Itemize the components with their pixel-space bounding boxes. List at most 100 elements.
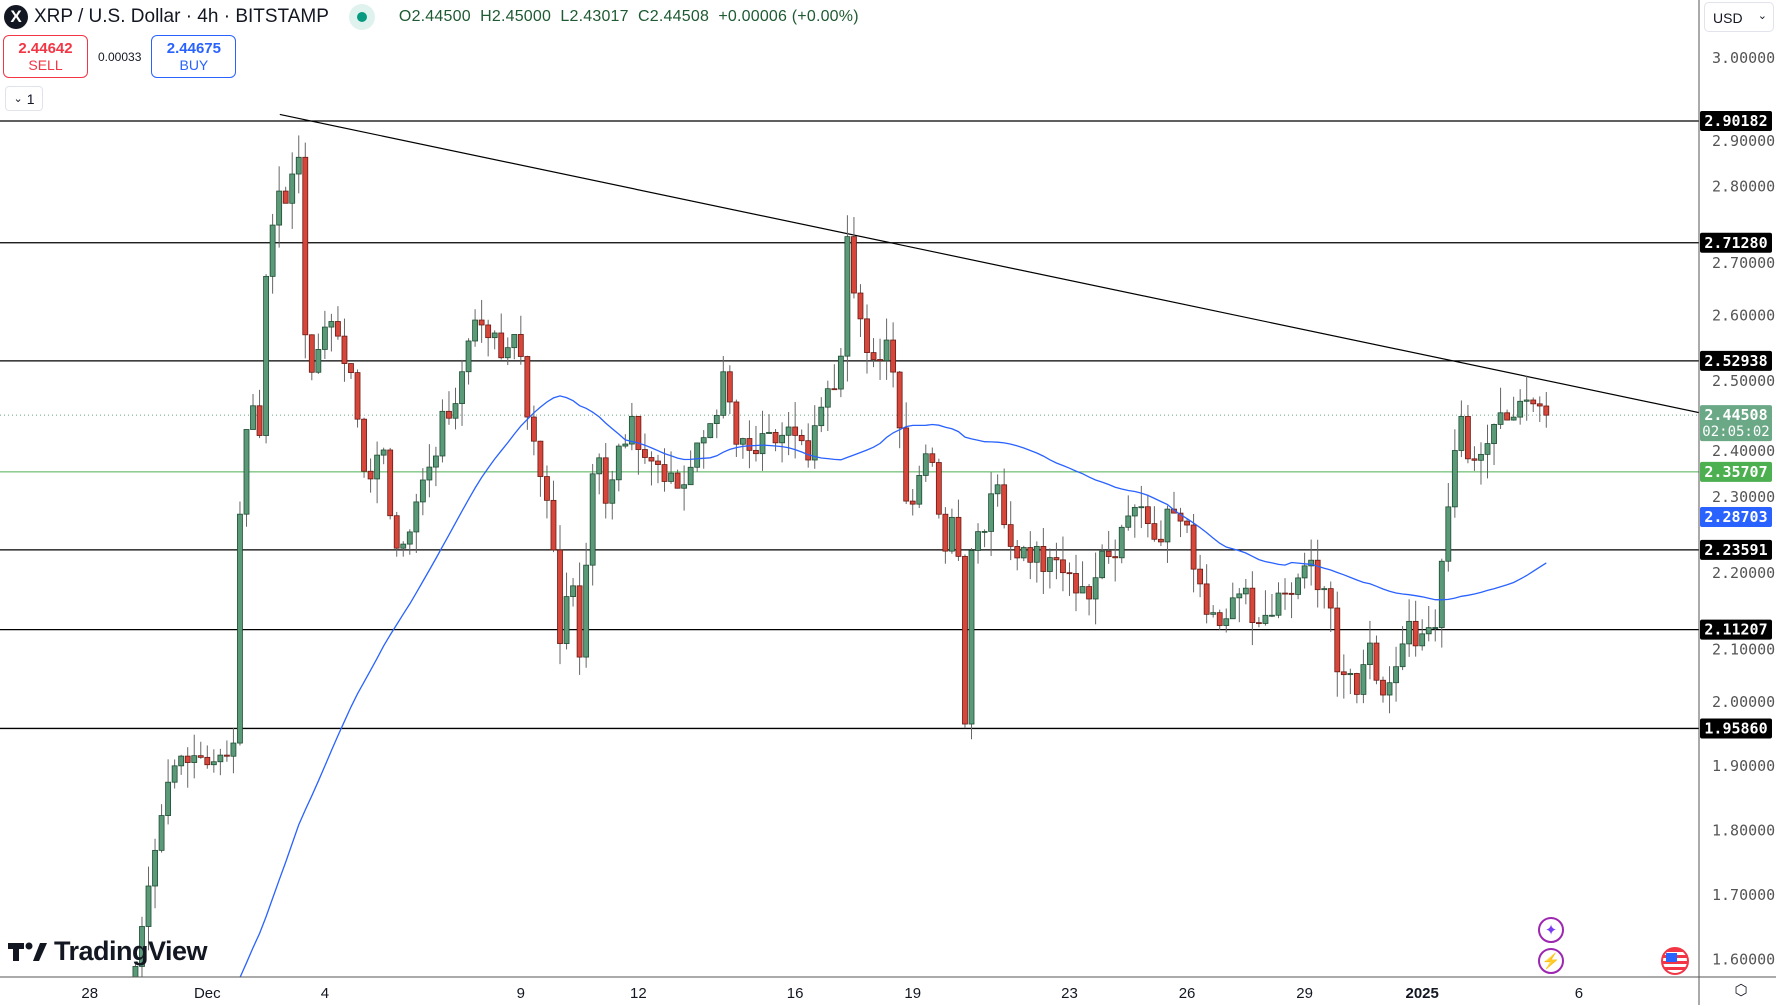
candle-body [1321, 588, 1328, 591]
candle [197, 741, 204, 759]
candle-body [511, 334, 518, 349]
time-tick-label: 12 [630, 985, 647, 1002]
candle-body [419, 479, 426, 503]
candle [530, 405, 537, 456]
candle [935, 458, 942, 519]
candle-body [295, 156, 302, 175]
candle-body [811, 425, 818, 461]
buy-button[interactable]: 2.44675 BUY [151, 35, 237, 78]
candle [759, 410, 766, 471]
candle-body [1327, 588, 1334, 609]
candle-body [1419, 633, 1426, 647]
candle-body [792, 426, 799, 436]
open-value: O2.44500 [398, 8, 471, 25]
change-value: +0.00006 (+0.00%) [718, 8, 859, 25]
candle [374, 441, 381, 504]
candle [726, 365, 733, 415]
price-tick-label: 2.20000 [1712, 564, 1775, 582]
candle [152, 838, 158, 909]
ai-sparkle-icon[interactable]: ✦ [1538, 917, 1564, 943]
sell-price: 2.44642 [18, 40, 73, 57]
candle [367, 458, 374, 493]
candle-body [1353, 673, 1360, 695]
candle-body [1027, 547, 1034, 563]
candle-body [1118, 526, 1125, 559]
candle [178, 754, 185, 775]
candle-body [472, 319, 478, 342]
level-price-tag: 2.90182 [1704, 112, 1767, 130]
candle-body [1432, 627, 1439, 629]
price-tick-label: 1.60000 [1712, 950, 1775, 968]
candle [622, 434, 629, 449]
indicators-toggle-button[interactable]: ⌄ 1 [5, 86, 43, 111]
candle-body [1491, 424, 1497, 444]
candle-body [1347, 673, 1354, 676]
candle [805, 423, 812, 468]
candle [1164, 505, 1171, 563]
candle [1295, 573, 1301, 600]
settings-icon[interactable]: ⬡ [1734, 982, 1748, 999]
candle [1393, 646, 1399, 702]
time-tick-label: 29 [1296, 985, 1313, 1002]
xrp-logo-icon: X [4, 5, 28, 29]
candle-body [557, 549, 563, 644]
candle-body [315, 349, 322, 373]
candle-body [1020, 547, 1027, 559]
level-price-tag: 2.71280 [1704, 234, 1767, 252]
candle-body [942, 513, 949, 552]
candle [1060, 536, 1066, 592]
symbol-title[interactable]: XRP / U.S. Dollar · 4h · BITSTAMP [34, 6, 329, 27]
us-flag-icon[interactable] [1661, 947, 1689, 975]
sell-button[interactable]: 2.44642 SELL [3, 35, 88, 78]
candle-body [1249, 587, 1256, 623]
candle [1314, 539, 1321, 608]
candle-body [1105, 550, 1112, 558]
candle [1255, 617, 1262, 628]
candle [1046, 548, 1053, 589]
candle [491, 330, 498, 350]
candle [465, 338, 472, 385]
candle-body [981, 531, 988, 533]
candle-body [1079, 586, 1086, 594]
candle-body [387, 449, 394, 517]
candle-body [949, 516, 955, 552]
candle [772, 429, 779, 452]
candle [681, 465, 688, 511]
candle-body [289, 173, 296, 204]
candle-body [413, 501, 420, 533]
candle-body [779, 434, 785, 444]
price-tick-label: 1.80000 [1712, 822, 1775, 840]
candle [295, 135, 302, 194]
time-tick-label: 16 [787, 985, 804, 1002]
candle-body [491, 332, 498, 339]
price-tick-label: 1.70000 [1712, 886, 1775, 904]
candle-body [726, 371, 733, 403]
candle-body [269, 224, 276, 277]
candle [1040, 528, 1047, 594]
candle-body [857, 292, 864, 320]
candle [811, 405, 818, 469]
trade-panel: 2.44642 SELL 0.00033 2.44675 BUY [3, 35, 237, 78]
candle-body [916, 475, 923, 505]
time-tick-label: Dec [194, 985, 221, 1002]
candle [171, 759, 178, 789]
candle-body [237, 513, 243, 744]
candle [798, 429, 805, 446]
candle [1216, 609, 1223, 631]
level-price-tag: 2.35707 [1704, 463, 1767, 481]
candle [1079, 561, 1086, 594]
candle [452, 387, 459, 430]
tradingview-logo[interactable]: TradingView [8, 936, 208, 967]
candle-body [1523, 399, 1530, 402]
candle-body [687, 466, 694, 486]
level-price-tag-bg [1700, 350, 1772, 371]
price-tick-label: 2.90000 [1712, 132, 1775, 150]
ma-price-tag-bg [1700, 506, 1772, 527]
candle-body [602, 457, 609, 504]
candle-body [1046, 557, 1053, 572]
candle [661, 448, 668, 492]
lightning-icon[interactable]: ⚡ [1538, 948, 1564, 974]
currency-select[interactable]: USD ⌄ [1704, 2, 1774, 32]
candle-body [1001, 484, 1008, 526]
